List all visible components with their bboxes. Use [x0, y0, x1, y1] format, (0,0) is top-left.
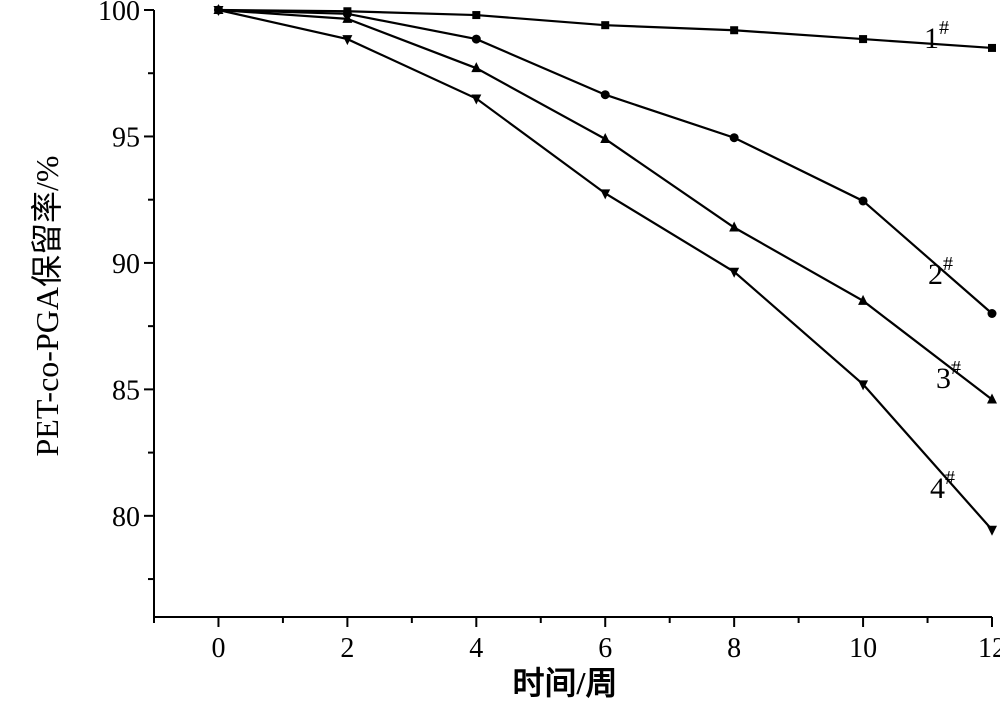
- data-point: [729, 133, 739, 143]
- y-tick-label: 95: [112, 122, 140, 153]
- x-axis-label: 时间/周: [513, 665, 618, 701]
- data-point: [472, 11, 481, 20]
- data-point: [213, 6, 224, 16]
- series-label-number: 2: [928, 258, 943, 291]
- series-label-superscript: #: [939, 17, 949, 39]
- series-2: [213, 5, 997, 318]
- y-axis-label: PET-co-PGA保留率/%: [29, 155, 65, 456]
- y-tick-label: 90: [112, 249, 140, 280]
- x-tick-label: 4: [469, 633, 483, 664]
- data-point: [600, 132, 611, 143]
- data-point: [600, 189, 611, 200]
- data-point: [600, 90, 610, 100]
- data-point: [730, 26, 739, 35]
- data-point: [987, 393, 997, 404]
- data-point: [471, 62, 482, 73]
- x-tick-label: 8: [727, 633, 741, 664]
- series-line: [218, 8, 993, 401]
- series-label-number: 3: [936, 362, 951, 395]
- series-label-number: 4: [930, 472, 945, 505]
- data-point: [858, 196, 868, 206]
- x-tick-label: 2: [340, 633, 354, 664]
- series-label-4: 4#: [930, 467, 955, 505]
- data-point: [729, 267, 740, 278]
- data-point: [471, 94, 482, 105]
- y-tick-label: 85: [112, 375, 140, 406]
- labels: 1#2#3#4#: [924, 17, 961, 505]
- series-label-number: 1: [924, 22, 939, 55]
- series-label-2: 2#: [928, 253, 953, 291]
- series-label-3: 3#: [936, 357, 961, 395]
- series-label-superscript: #: [943, 253, 953, 275]
- data-point: [601, 21, 610, 30]
- series-label-superscript: #: [945, 467, 955, 489]
- series-4: [213, 6, 997, 536]
- series-line: [218, 8, 993, 315]
- x-tick-label: 0: [211, 633, 225, 664]
- data-point: [858, 294, 869, 305]
- series-line: [218, 8, 993, 531]
- data-point: [859, 35, 868, 44]
- data-point: [988, 43, 996, 52]
- data-point: [987, 309, 997, 318]
- y-tick-label: 80: [112, 502, 140, 533]
- data-point: [987, 525, 997, 536]
- series-3: [213, 4, 997, 404]
- data-point: [729, 221, 740, 232]
- data-point: [471, 34, 481, 44]
- data-point: [342, 35, 353, 46]
- data-point: [342, 12, 353, 23]
- series-layer: [213, 4, 997, 536]
- x-tick-label: 10: [849, 633, 877, 664]
- series-label-superscript: #: [951, 357, 961, 379]
- x-tick-label: 6: [598, 633, 612, 664]
- series-label-1: 1#: [924, 17, 949, 55]
- x-tick-label: 12: [978, 633, 1000, 664]
- y-tick-label: 100: [98, 0, 140, 27]
- data-point: [858, 380, 869, 391]
